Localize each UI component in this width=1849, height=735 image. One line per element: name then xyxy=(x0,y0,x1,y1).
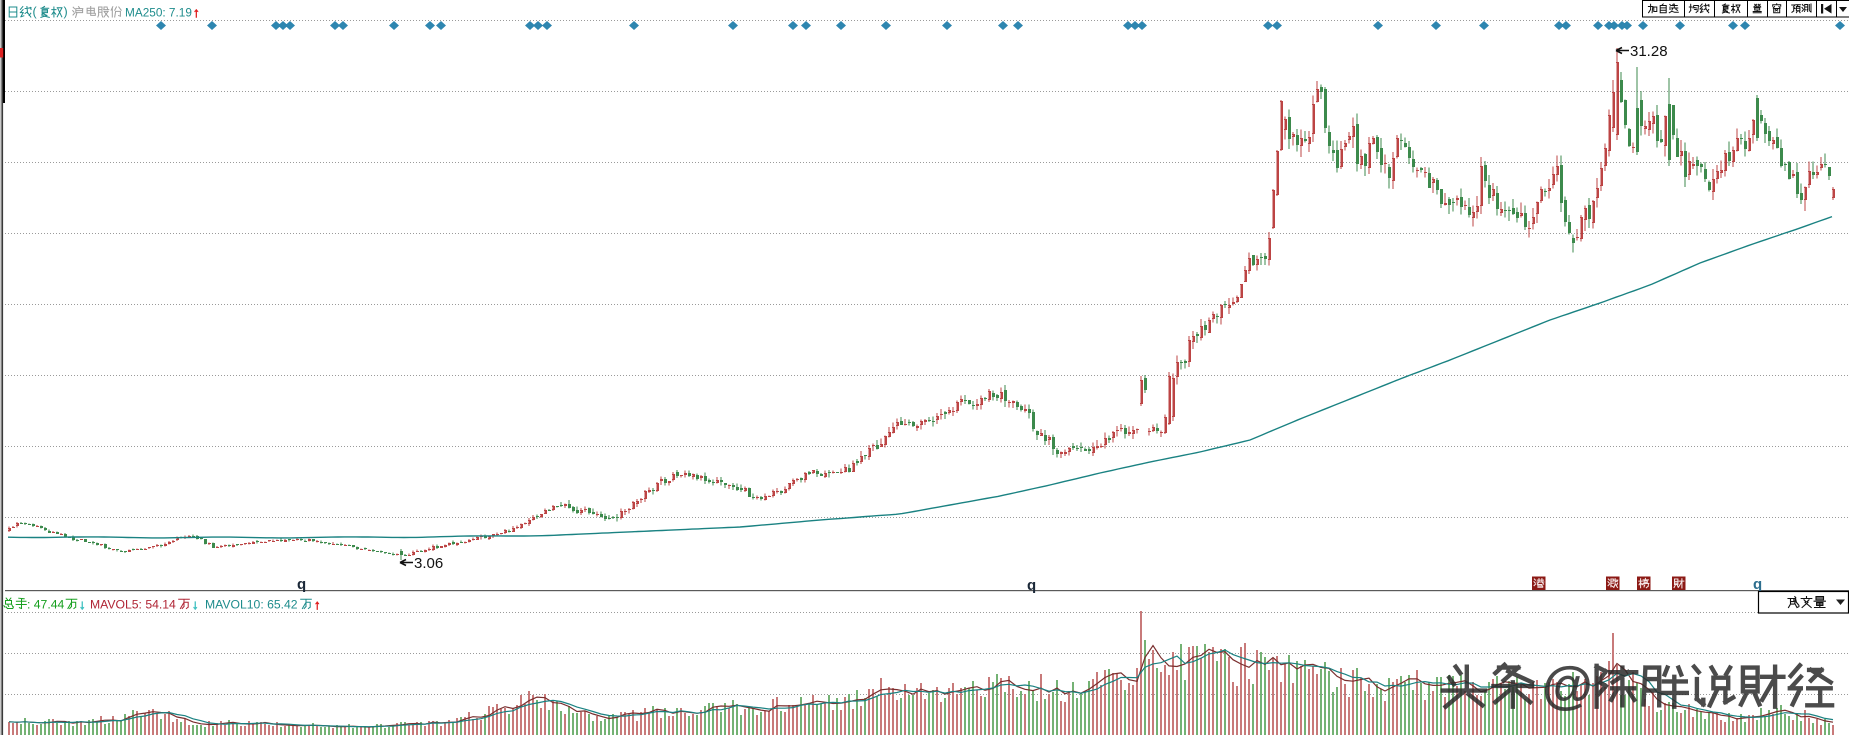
svg-text:MAVOL10: 65.42: MAVOL10: 65.42 xyxy=(205,598,298,612)
svg-text:q: q xyxy=(1027,577,1036,594)
svg-text:: 47.44: : 47.44 xyxy=(27,598,64,612)
svg-text:MAVOL5: 54.14: MAVOL5: 54.14 xyxy=(90,598,176,612)
svg-text:): ) xyxy=(64,5,68,19)
svg-text:↑: ↑ xyxy=(193,5,200,20)
svg-text:MA250: 7.19: MA250: 7.19 xyxy=(125,6,192,20)
svg-text:q: q xyxy=(1753,576,1762,593)
svg-text:q: q xyxy=(297,576,306,593)
svg-text:(: ( xyxy=(33,5,38,19)
svg-text:↑: ↑ xyxy=(314,597,321,612)
svg-text:↓: ↓ xyxy=(192,597,199,612)
svg-text:31.28: 31.28 xyxy=(1630,43,1668,60)
svg-text:↓: ↓ xyxy=(79,597,86,612)
svg-text:3.06: 3.06 xyxy=(414,555,443,572)
svg-text:@: @ xyxy=(1542,657,1593,715)
